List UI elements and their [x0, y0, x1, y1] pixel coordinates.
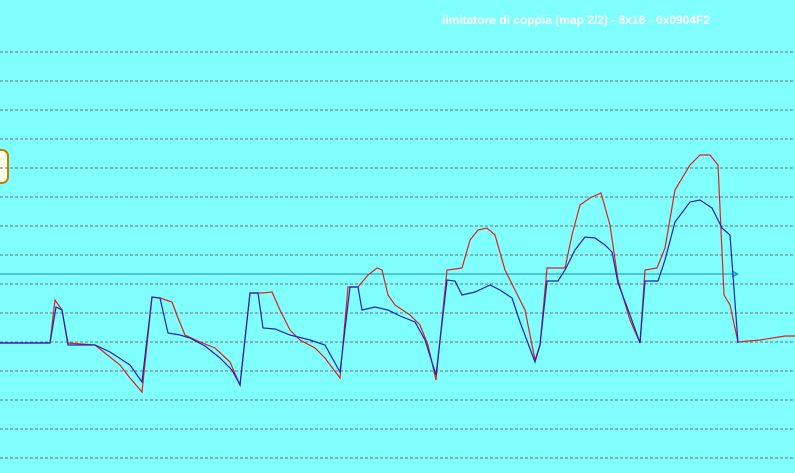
reference-arrow [731, 270, 740, 278]
series-line [0, 154, 795, 394]
chart-title: limitatore di coppia (map 2/2) - 8x16 - … [442, 13, 710, 27]
side-handle[interactable] [0, 149, 9, 184]
series-line [0, 199, 739, 387]
